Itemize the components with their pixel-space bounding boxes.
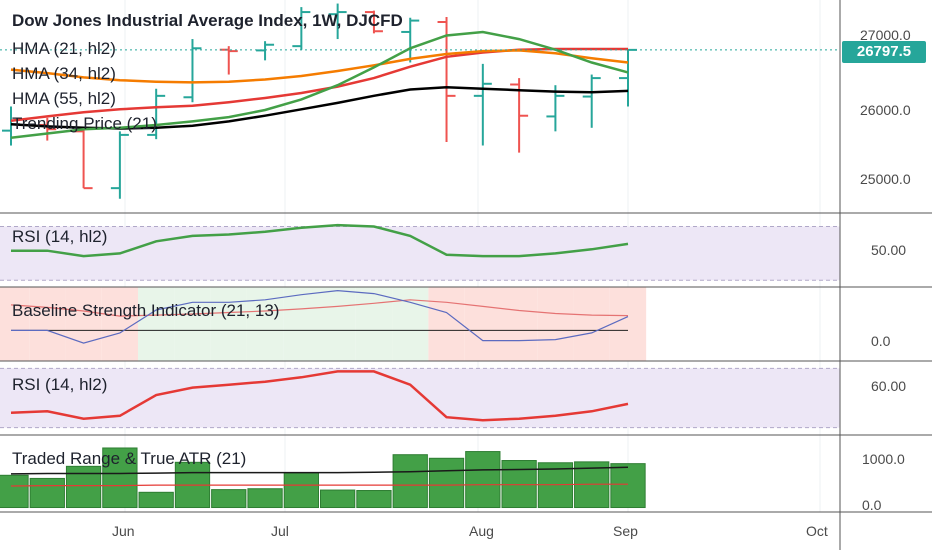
range-bar-10 <box>356 490 392 509</box>
baseline-title[interactable]: Baseline Strength Indicator (21, 13) <box>12 301 280 320</box>
baseline-bg-14 <box>500 287 538 361</box>
range-bar-9 <box>320 489 356 509</box>
rsi2-line <box>10 370 629 422</box>
baseline-strength-line <box>11 289 629 344</box>
avg-range-line <box>10 483 628 487</box>
range-bar-2 <box>65 465 102 509</box>
baseline-bg-1 <box>29 287 66 361</box>
range-bar-11 <box>392 454 428 509</box>
range-bar-1 <box>29 477 65 509</box>
baseline-bg-12 <box>428 287 465 361</box>
hma34-line <box>10 49 629 84</box>
baseline-bg-8 <box>283 287 320 361</box>
rsi2-tick: 60.00 <box>871 378 907 394</box>
y-tick-26000: 26000.0 <box>860 102 911 118</box>
hma21-line <box>10 47 628 122</box>
baseline-bg-13 <box>464 287 501 361</box>
baseline-line <box>10 299 629 317</box>
y-tick-27000: 27000.0 <box>860 27 911 43</box>
range-bar-6 <box>211 489 247 509</box>
atr-title[interactable]: Traded Range & True ATR (21) <box>12 449 247 468</box>
baseline-bg-15 <box>537 287 574 361</box>
y-tick-25000: 25000.0 <box>860 171 911 187</box>
rsi1-band <box>0 226 840 281</box>
range-bar-4 <box>138 491 174 509</box>
atr-tick-1000: 1000.0 <box>862 451 905 467</box>
x-tick-jun: Jun <box>112 523 135 539</box>
rsi1-line <box>11 223 629 258</box>
baseline-bg-6 <box>210 287 247 361</box>
rsi1-tick: 50.00 <box>871 242 907 258</box>
legend-trending-price[interactable]: Trending Price (21) <box>12 114 157 133</box>
range-bar-13 <box>465 451 501 509</box>
range-bar-12 <box>428 457 465 509</box>
legend-hma55[interactable]: HMA (55, hl2) <box>12 89 116 108</box>
baseline-tick: 0.0 <box>871 333 891 349</box>
range-bar-8 <box>283 472 319 509</box>
baseline-bg-3 <box>101 287 139 361</box>
atr-tick-0: 0.0 <box>862 497 882 513</box>
range-bar-17 <box>610 463 646 509</box>
baseline-bg-4 <box>138 287 175 361</box>
range-bar-3 <box>102 447 138 509</box>
baseline-bg-5 <box>174 287 211 361</box>
chart-title: Dow Jones Industrial Average Index, 1W, … <box>12 11 403 30</box>
rsi1-title[interactable]: RSI (14, hl2) <box>12 227 108 246</box>
baseline-bg-17 <box>609 287 647 361</box>
range-bar-14 <box>501 460 537 509</box>
x-tick-jul: Jul <box>271 523 289 539</box>
baseline-bg-16 <box>573 287 610 361</box>
range-bar-7 <box>247 488 283 509</box>
baseline-bg-2 <box>65 287 102 361</box>
legend-hma21[interactable]: HMA (21, hl2) <box>12 39 116 58</box>
x-tick-oct: Oct <box>806 523 828 539</box>
rsi2-title[interactable]: RSI (14, hl2) <box>12 375 108 394</box>
range-bar-0 <box>0 474 29 509</box>
baseline-bg-9 <box>319 287 356 361</box>
legend-hma34[interactable]: HMA (34, hl2) <box>12 64 116 83</box>
rsi2-band <box>0 368 840 428</box>
x-tick-sep: Sep <box>613 523 638 539</box>
baseline-bg-11 <box>392 287 429 361</box>
baseline-bg-10 <box>355 287 393 361</box>
trending-price-line <box>10 30 629 139</box>
baseline-bg-0 <box>0 287 30 361</box>
atr-line <box>10 466 629 475</box>
x-tick-aug: Aug <box>469 523 494 539</box>
last-price-tag: 26797.5 <box>842 41 926 63</box>
